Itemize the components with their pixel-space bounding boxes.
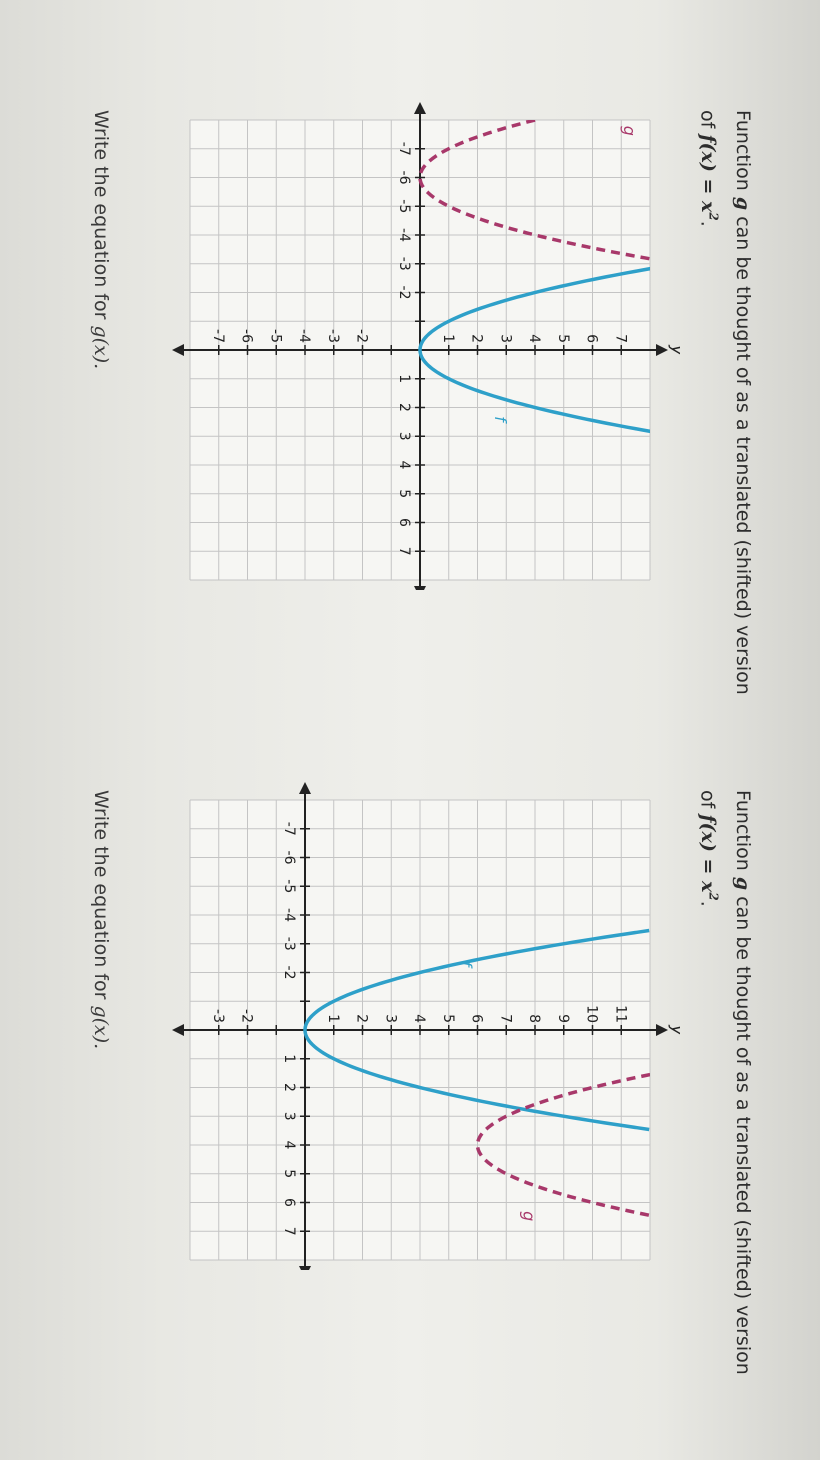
series-f-label: f [456, 961, 475, 969]
x-tick-label: -2 [396, 286, 412, 300]
y-tick-label: 1 [325, 1014, 341, 1023]
x-tick-label: -6 [396, 171, 412, 185]
x-tick-label: -6 [281, 851, 297, 865]
y-tick-label: 2 [469, 334, 485, 343]
series-f-curve [303, 928, 650, 1132]
x-tick-label: 5 [396, 489, 412, 498]
x-axis-arrow-right [414, 586, 426, 590]
y-tick-label: 4 [411, 1014, 427, 1023]
y-axis-arrow-up [656, 1024, 668, 1036]
statement-end: . [696, 220, 719, 227]
x-axis-arrow-right [299, 1266, 311, 1270]
y-tick-label: -2 [239, 1009, 255, 1023]
x-tick-label: -3 [396, 257, 412, 271]
y-tick-label: 6 [469, 1014, 485, 1023]
x-tick-label: -4 [396, 228, 412, 242]
statement-pre: Function [732, 790, 754, 877]
y-tick-label: 5 [555, 334, 571, 343]
prompt-text: Write the equation for [90, 790, 112, 1006]
x-tick-label: 7 [396, 547, 412, 556]
y-axis-arrow-down [172, 344, 184, 356]
y-tick-label: -5 [267, 329, 283, 343]
x-tick-label: 6 [396, 518, 412, 527]
answer-prompt: Write the equation for g(x). [90, 110, 112, 369]
series-g-label: g [520, 1211, 539, 1221]
x-tick-label: -4 [281, 908, 297, 922]
x-tick-label: 7 [281, 1227, 297, 1236]
y-tick-label: 7 [612, 334, 628, 343]
y-tick-label: 3 [382, 1014, 398, 1023]
parent-function-equation: f(x) = x2 [696, 814, 720, 901]
statement-pre: Function [732, 110, 754, 197]
series-f-label: f [491, 416, 510, 424]
problem-2: Function g can be thought of as a transl… [0, 710, 820, 1410]
y-tick-label: -6 [239, 329, 255, 343]
x-tick-label: -5 [281, 879, 297, 893]
y-tick-label: -2 [354, 329, 370, 343]
y-tick-label: 5 [440, 1014, 456, 1023]
x-tick-label: -7 [281, 822, 297, 836]
x-tick-label: 4 [396, 461, 412, 470]
g-symbol: g [732, 876, 754, 891]
y-tick-label: 6 [584, 334, 600, 343]
y-axis-label: y [667, 344, 680, 356]
y-tick-label: 10 [584, 1005, 600, 1023]
exponent: 2 [706, 212, 720, 221]
statement-end: . [696, 900, 719, 907]
x-tick-label: -2 [281, 966, 297, 980]
x-tick-label: 2 [281, 1083, 297, 1092]
y-tick-label: 7 [497, 1014, 513, 1023]
problem-statement: Function g can be thought of as a transl… [693, 110, 758, 710]
x-tick-label: -7 [396, 142, 412, 156]
parent-function-equation: f(x) = x2 [696, 134, 720, 221]
g-symbol: g [732, 196, 754, 211]
y-tick-label: -4 [296, 329, 312, 343]
x-axis-arrow-left [414, 102, 426, 114]
y-tick-label: 3 [497, 334, 513, 343]
y-tick-label: 2 [354, 1014, 370, 1023]
x-axis-arrow-left [299, 782, 311, 794]
y-tick-label: 11 [612, 1005, 628, 1023]
prompt-function: g(x). [90, 1005, 112, 1050]
x-tick-label: 1 [396, 374, 412, 383]
y-axis-arrow-up [656, 344, 668, 356]
x-tick-label: 1 [281, 1054, 297, 1063]
x-tick-label: 3 [396, 432, 412, 441]
y-tick-label: 1 [440, 334, 456, 343]
y-tick-label: -3 [325, 329, 341, 343]
series-g-curve [475, 1072, 650, 1218]
x-tick-label: -3 [281, 937, 297, 951]
coordinate-graph: -7-6-5-4-3-212345677654321-2-3-4-5-6-7xy… [172, 102, 680, 590]
y-tick-label: 9 [555, 1014, 571, 1023]
y-tick-label: 8 [526, 1014, 542, 1023]
exponent: 2 [706, 892, 720, 901]
x-tick-label: 6 [281, 1198, 297, 1207]
y-tick-label: 4 [526, 334, 542, 343]
prompt-function: g(x). [90, 325, 112, 370]
y-axis-arrow-down [172, 1024, 184, 1036]
problem-statement: Function g can be thought of as a transl… [693, 790, 758, 1390]
answer-prompt: Write the equation for g(x). [90, 790, 112, 1049]
problem-1: Function g can be thought of as a transl… [0, 30, 820, 730]
prompt-text: Write the equation for [90, 110, 112, 326]
series-f-curve [418, 266, 650, 434]
y-tick-label: -7 [210, 329, 226, 343]
x-tick-label: 4 [281, 1141, 297, 1150]
x-tick-label: -5 [396, 199, 412, 213]
series-g-label: g [620, 126, 639, 136]
y-tick-label: -3 [210, 1009, 226, 1023]
x-tick-label: 2 [396, 403, 412, 412]
x-tick-label: 5 [281, 1169, 297, 1178]
y-axis-label: y [667, 1024, 680, 1036]
series-g-curve [418, 120, 650, 261]
x-tick-label: 3 [281, 1112, 297, 1121]
